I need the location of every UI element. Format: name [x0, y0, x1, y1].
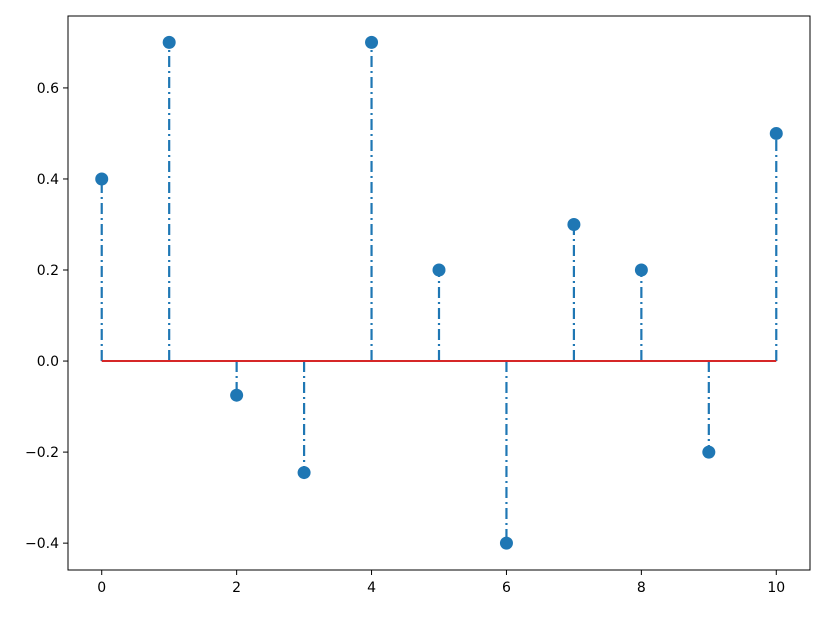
y-tick-label: −0.4	[25, 536, 59, 552]
y-tick: 0.4	[37, 172, 68, 188]
y-tick-label: 0.6	[37, 81, 59, 97]
x-tick-label: 4	[367, 580, 376, 596]
x-tick-label: 6	[502, 580, 511, 596]
y-tick: 0.0	[37, 354, 68, 370]
x-tick: 8	[637, 570, 646, 596]
axes-frame	[67, 15, 811, 571]
x-tick: 2	[232, 570, 241, 596]
y-tick-label: 0.4	[37, 172, 59, 188]
stem-marker	[702, 445, 716, 459]
y-tick-label: −0.2	[25, 445, 59, 461]
stem-marker	[634, 263, 648, 277]
x-tick-label: 2	[232, 580, 241, 596]
y-tick: 0.6	[37, 81, 68, 97]
x-tick-label: 8	[637, 580, 646, 596]
x-tick: 10	[767, 570, 785, 596]
x-tick: 0	[97, 570, 106, 596]
stem-marker	[499, 536, 513, 550]
y-tick-label: 0.0	[37, 354, 59, 370]
x-tick-label: 10	[767, 580, 785, 596]
stem-marker	[769, 126, 783, 140]
stem-marker	[95, 172, 109, 186]
y-tick-label: 0.2	[37, 263, 59, 279]
stem-marker	[297, 466, 311, 480]
x-tick: 4	[367, 570, 376, 596]
stem-marker	[162, 35, 176, 49]
y-tick: −0.2	[25, 445, 68, 461]
x-tick-label: 0	[97, 580, 106, 596]
stem-marker	[567, 217, 581, 231]
stem-marker	[365, 35, 379, 49]
y-tick: −0.4	[25, 536, 68, 552]
y-tick: 0.2	[37, 263, 68, 279]
stem-marker	[432, 263, 446, 277]
stem-marker	[230, 388, 244, 402]
x-tick: 6	[502, 570, 511, 596]
